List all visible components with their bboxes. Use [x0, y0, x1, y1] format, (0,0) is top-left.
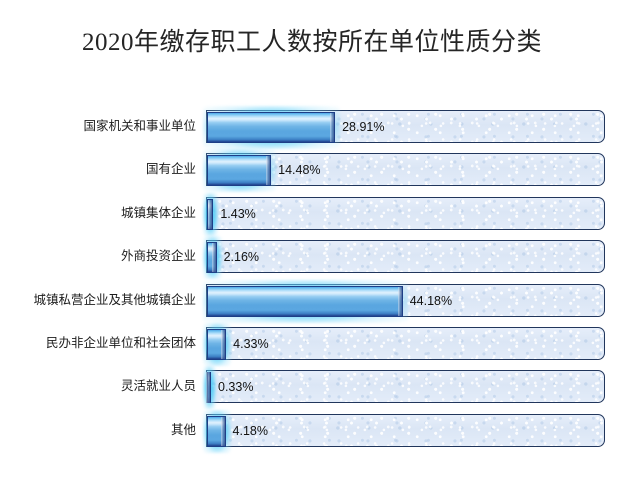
bar-category-label: 灵活就业人员 [120, 379, 196, 394]
bar-value-label: 4.33% [233, 337, 269, 351]
bar-category-label: 民办非企业单位和社会团体 [45, 336, 196, 350]
bar-track: 0.33% [203, 366, 605, 410]
bar-track: 28.91% [203, 106, 605, 149]
chart-title: 2020年缴存职工人数按所在单位性质分类 [81, 29, 542, 56]
bar-track: 4.33% [203, 323, 605, 366]
bar-fill [207, 285, 403, 317]
bar-row: 灵活就业人员 0.33% [0, 366, 624, 413]
bar-fill [207, 198, 214, 230]
bar-value-label: 14.48% [278, 163, 321, 178]
bar-row: 国有企业 14.48% [0, 149, 624, 196]
bar-value-label: 28.91% [342, 120, 385, 134]
bar-row: 城镇私营企业及其他城镇企业 44.18% [0, 279, 624, 327]
bar-category-label: 城镇私营企业及其他城镇企业 [33, 292, 196, 307]
bar-value-label: 44.18% [409, 293, 453, 308]
bar-row: 其他 4.18% [0, 409, 624, 457]
bar-value-label: 0.33% [218, 380, 254, 395]
chart-plot-area: 国家机关和事业单位 28.91% 国有企业 14.48% 城镇集体企业 1.43% 外商投资… [0, 106, 624, 480]
bar-row: 国家机关和事业单位 28.91% [0, 106, 624, 153]
bar-value-label: 2.16% [223, 250, 260, 265]
bar-track: 14.48% [203, 149, 605, 193]
bar-fill [207, 329, 227, 360]
bar-row: 城镇集体企业 1.43% [0, 192, 624, 240]
bar-category-label: 其他 [170, 422, 196, 437]
bar-track: 2.16% [203, 236, 605, 280]
bar-fill [206, 372, 211, 404]
bar-category-label: 外商投资企业 [120, 249, 196, 264]
bar-row: 外商投资企业 2.16% [0, 236, 624, 283]
bar-fill [207, 112, 336, 143]
bar-category-label: 国有企业 [145, 162, 196, 177]
bar-category-label: 国家机关和事业单位 [83, 119, 196, 133]
bar-value-label: 4.18% [232, 423, 268, 438]
bar-value-label: 1.43% [220, 206, 256, 221]
bar-fill [207, 242, 217, 274]
bar-row: 民办非企业单位和社会团体 4.33% [0, 323, 624, 370]
bar-track: 44.18% [203, 279, 605, 323]
bar-track: 4.18% [203, 409, 605, 453]
bar-track: 1.43% [203, 192, 605, 236]
bar-fill [207, 415, 226, 447]
bar-category-label: 城镇集体企业 [120, 205, 196, 220]
bar-fill [207, 155, 272, 187]
